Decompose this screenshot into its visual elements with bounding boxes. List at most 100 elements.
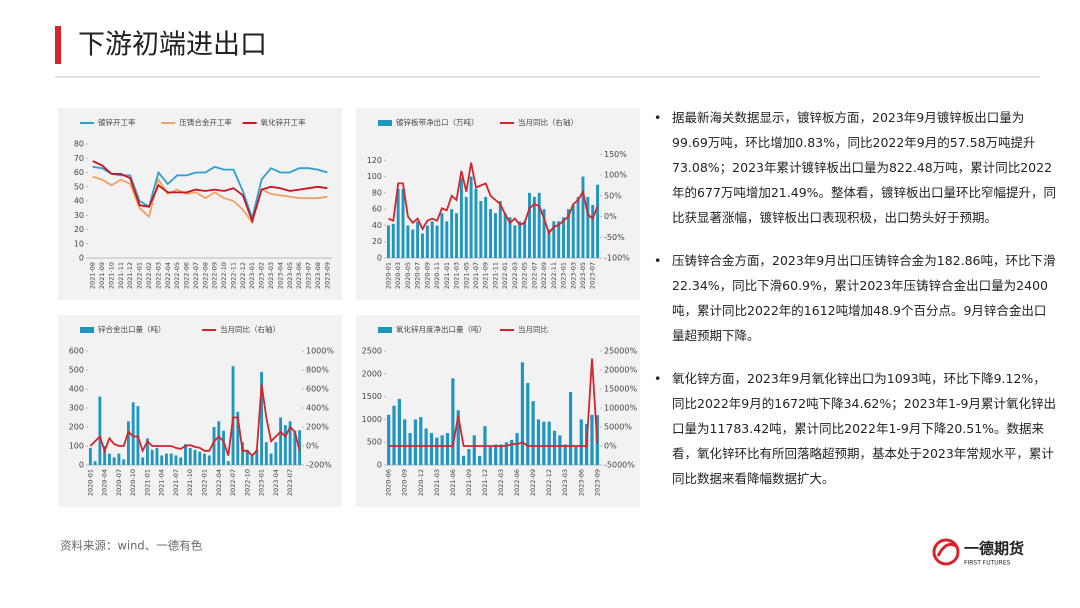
x-tick-label: 2021-05 (462, 262, 470, 289)
x-tick-label: 2023-05 (286, 262, 294, 289)
bar (429, 433, 434, 465)
line-series (89, 384, 301, 457)
y-tick-label: 400 (69, 385, 84, 394)
bar (269, 453, 273, 465)
x-tick-label: 2021-11 (117, 262, 125, 289)
y2-tick-label: -50% (604, 233, 625, 242)
x-tick-label: 2022-05 (521, 262, 529, 289)
x-tick-label: 2022-10 (220, 262, 228, 289)
x-tick-label: 2021-09 (482, 262, 490, 289)
bar (283, 425, 287, 465)
bar (103, 446, 107, 465)
bar (499, 444, 503, 465)
bar (528, 192, 531, 258)
bar (250, 455, 254, 465)
bar (401, 188, 405, 258)
bar (198, 451, 202, 465)
x-tick-label: 2022-01 (501, 262, 509, 289)
bar (231, 366, 235, 465)
x-tick-label: 2023-01 (258, 469, 266, 496)
bar (236, 411, 240, 465)
x-tick-label: 2023-03 (569, 262, 577, 289)
bar (184, 444, 187, 465)
slide-title: 下游初端进出口 (78, 30, 267, 61)
y-tick-label: 0 (377, 461, 382, 470)
bar (174, 455, 178, 465)
x-tick-label: 2022-08 (201, 262, 209, 289)
bar (445, 221, 449, 258)
bar (141, 457, 145, 465)
bar (504, 442, 508, 465)
legend-label: 当月同比（右轴） (220, 324, 280, 334)
x-tick-label: 2023-01 (248, 262, 256, 289)
y-tick-label: 200 (69, 423, 84, 432)
bar (293, 430, 297, 465)
y-tick-label: 100 (367, 172, 382, 181)
bar (455, 213, 458, 258)
logo-swoosh (936, 542, 957, 557)
x-tick-label: 2023-07 (589, 262, 597, 289)
x-tick-label: 2021-09 (98, 262, 106, 289)
x-tick-label: 2020-07 (115, 469, 123, 496)
bar (169, 453, 173, 465)
bar (566, 209, 570, 258)
y-tick-label: 80 (372, 188, 382, 197)
bar (518, 221, 522, 258)
bar (155, 447, 159, 465)
y-tick-label: 80 (74, 140, 84, 149)
y-tick-label: 120 (367, 156, 382, 165)
logo: 一德期货 FIRST FUTURES (932, 538, 1024, 567)
source-note: 资料来源：wind、一德有色 (60, 539, 203, 553)
bar (456, 410, 460, 465)
logo-subtitle: FIRST FUTURES (964, 560, 1011, 567)
x-tick-label: 2022-09 (540, 262, 548, 289)
bar (503, 213, 507, 258)
bullet-dot: • (654, 110, 662, 125)
bullet-text: 据最新海关数据显示，镀锌板方面，2023年9月镀锌板出口量为99.69万吨，环比… (672, 110, 1057, 225)
bar (150, 449, 154, 465)
bar (160, 455, 164, 465)
title-bar (55, 26, 61, 64)
bar (451, 378, 455, 465)
x-tick-label: 2022-10 (243, 469, 251, 496)
y2-tick-label: 0% (604, 212, 617, 221)
bar (222, 430, 225, 465)
y2-tick-label: 10000% (604, 404, 637, 413)
x-tick-label: 2023-07 (305, 262, 313, 289)
legend-label: 氧化锌月度净出口量（吨） (396, 324, 486, 334)
bar (416, 221, 420, 258)
bar (245, 449, 249, 465)
bar (574, 446, 578, 465)
x-tick-label: 2022-07 (530, 262, 538, 289)
bar (571, 205, 575, 258)
bar (568, 392, 573, 465)
y-tick-label: 0 (377, 254, 382, 263)
y2-tick-label: 200% (306, 423, 329, 432)
bar (542, 209, 546, 258)
legend-label: 锌合金出口量（吨） (98, 324, 166, 334)
legend-label: 镀锌开工率 (98, 117, 136, 127)
x-tick-label: 2021-11 (491, 262, 499, 289)
x-tick-label: 2022-06 (183, 262, 191, 289)
bar (581, 176, 585, 258)
x-tick-label: 2021-12 (481, 469, 489, 496)
x-tick-label: 2020-06 (385, 469, 393, 496)
x-tick-label: 2022-07 (229, 469, 237, 496)
x-tick-label: 2020-01 (384, 262, 392, 289)
bar (461, 455, 466, 465)
y-tick-label: 20 (372, 237, 382, 246)
bar (440, 435, 444, 465)
x-tick-label: 2022-02 (145, 262, 153, 289)
bar (579, 419, 583, 465)
bar (464, 196, 468, 258)
x-tick-label: 2020-07 (414, 262, 422, 289)
chart-panel (58, 108, 342, 300)
x-tick-label: 2022-09 (211, 262, 219, 289)
bar (547, 229, 551, 258)
bar (531, 401, 535, 465)
bar (122, 459, 126, 465)
x-tick-label: 2023-06 (577, 469, 585, 496)
x-tick-label: 2023-04 (272, 469, 280, 496)
y2-tick-label: 0% (604, 442, 617, 451)
